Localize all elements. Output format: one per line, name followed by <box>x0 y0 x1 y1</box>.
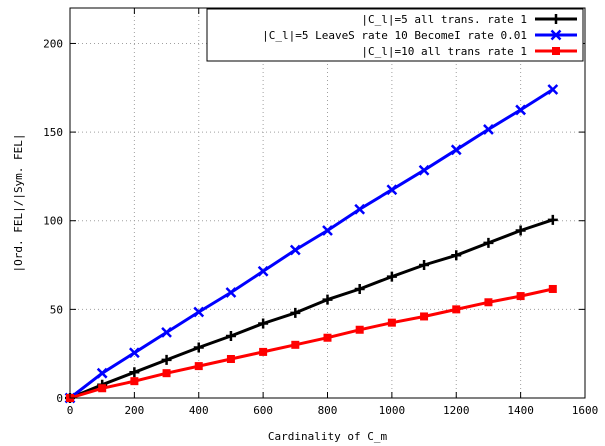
legend-marker <box>550 29 562 41</box>
data-point <box>548 284 557 293</box>
data-point <box>323 333 332 342</box>
data-point <box>161 354 172 365</box>
x-tick-label: 1400 <box>507 404 534 417</box>
series-line <box>69 88 554 400</box>
data-point <box>322 294 333 305</box>
data-point <box>291 340 300 349</box>
data-point <box>386 184 398 196</box>
data-point <box>354 283 365 294</box>
data-point <box>194 362 203 371</box>
y-tick-label: 50 <box>50 303 63 316</box>
data-point <box>130 377 139 386</box>
legend-entry-label: |C_l|=5 LeaveS rate 10 BecomeI rate 0.01 <box>262 29 527 42</box>
data-point <box>483 237 494 248</box>
data-point <box>98 384 107 393</box>
data-point <box>96 367 108 379</box>
data-point <box>484 298 493 307</box>
legend: |C_l|=5 all trans. rate 1 |C_l|=5 LeaveS … <box>206 8 584 62</box>
series-black <box>65 214 558 403</box>
legend-marker <box>552 47 560 55</box>
data-point <box>162 369 171 378</box>
data-point <box>515 104 527 116</box>
data-point <box>289 244 301 256</box>
x-tick-label: 200 <box>124 404 144 417</box>
series-line <box>69 218 554 400</box>
legend-marker <box>551 14 561 24</box>
data-point <box>547 84 559 95</box>
legend-box <box>206 8 584 62</box>
data-point <box>418 164 430 176</box>
data-point <box>193 342 204 353</box>
x-axis: 0 200 400 600 800 1000 1200 1400 1600 <box>67 8 599 417</box>
x-tick-label: 1200 <box>443 404 470 417</box>
data-point <box>225 287 237 298</box>
x-tick-label: 1600 <box>572 404 599 417</box>
data-point <box>193 306 205 318</box>
series-line <box>69 287 554 400</box>
data-point <box>161 327 172 338</box>
x-tick-label: 0 <box>67 404 74 417</box>
data-point <box>547 214 558 225</box>
y-tick-label: 200 <box>43 37 63 50</box>
y-axis: 0 50 100 150 200 <box>43 37 585 405</box>
data-point <box>257 265 269 277</box>
data-point <box>290 307 301 318</box>
y-tick-label: 150 <box>43 126 63 139</box>
data-point <box>259 347 268 356</box>
x-tick-label: 600 <box>253 404 273 417</box>
x-tick-label: 1000 <box>379 404 406 417</box>
data-point <box>420 312 429 321</box>
x-tick-label: 800 <box>318 404 338 417</box>
series-red <box>66 284 557 402</box>
data-point <box>452 305 461 314</box>
data-point <box>129 367 140 378</box>
grid <box>70 8 585 398</box>
x-axis-label: Cardinality of C_m <box>268 430 388 443</box>
data-point <box>515 225 526 236</box>
data-point <box>226 355 235 363</box>
data-point <box>450 144 462 156</box>
data-point <box>355 325 364 334</box>
data-point <box>322 225 333 236</box>
data-point <box>354 203 366 215</box>
data-point <box>387 318 396 327</box>
data-point <box>483 124 494 135</box>
y-tick-label: 0 <box>56 392 63 405</box>
y-axis-label: |Ord. FEL|/|Sym. FEL| <box>12 133 25 272</box>
legend-entry-label: |C_l|=5 all trans. rate 1 <box>361 13 527 26</box>
plot-series <box>64 84 559 404</box>
x-tick-label: 400 <box>189 404 209 417</box>
data-point <box>258 318 269 329</box>
data-point <box>225 330 236 341</box>
data-point <box>451 250 462 261</box>
data-point <box>419 260 430 271</box>
data-point <box>516 292 525 301</box>
data-point <box>128 347 140 359</box>
y-tick-label: 100 <box>43 215 63 228</box>
data-point <box>386 271 397 282</box>
legend-entry-label: |C_l|=10 all trans rate 1 <box>361 45 527 58</box>
